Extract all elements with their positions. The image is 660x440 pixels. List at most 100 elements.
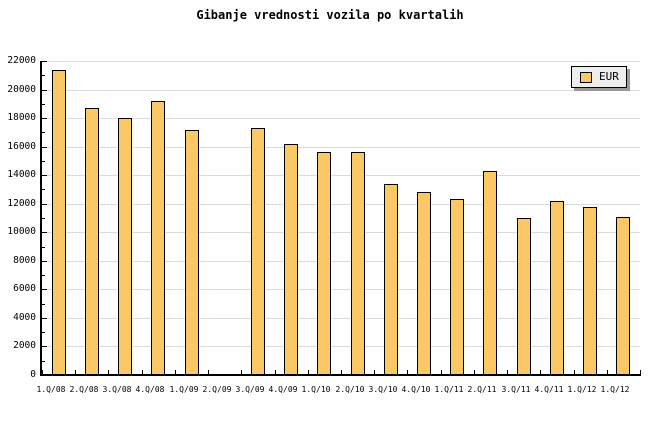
y-tick-label: 14000 (7, 169, 36, 180)
x-tick (640, 370, 641, 375)
x-tick-label: 4.Q/09 (268, 385, 298, 394)
y-tick (42, 175, 47, 176)
bar (185, 130, 199, 376)
y-tick (42, 261, 47, 262)
x-tick (407, 370, 408, 375)
y-tick (42, 75, 45, 76)
x-tick-label: 1.Q/11 (434, 385, 464, 394)
x-tick (142, 370, 143, 375)
y-axis-line (40, 61, 42, 376)
y-tick (42, 90, 47, 91)
bar (550, 201, 564, 376)
x-tick-label: 3.Q/10 (368, 385, 398, 394)
y-tick-label: 2000 (13, 340, 36, 351)
gridline (42, 90, 640, 91)
gridline (42, 204, 640, 205)
x-tick-label: 2.Q/09 (202, 385, 232, 394)
y-tick-label: 6000 (13, 283, 36, 294)
bar (583, 207, 597, 376)
x-tick-label: 4.Q/10 (401, 385, 431, 394)
x-tick-label: 3.Q/09 (235, 385, 265, 394)
gridline (42, 147, 640, 148)
x-tick-label: 1.Q/08 (36, 385, 66, 394)
x-tick-label: 2.Q/08 (69, 385, 99, 394)
x-tick (474, 370, 475, 375)
x-tick-label: 3.Q/11 (501, 385, 531, 394)
bar (616, 217, 630, 376)
y-tick (42, 161, 45, 162)
x-tick (108, 370, 109, 375)
y-tick (42, 346, 47, 347)
y-tick-label: 8000 (13, 255, 36, 266)
gridline (42, 318, 640, 319)
bar (517, 218, 531, 376)
bar (384, 184, 398, 376)
legend-swatch-icon (580, 72, 592, 83)
y-tick (42, 218, 45, 219)
gridline (42, 346, 640, 347)
y-tick (42, 189, 45, 190)
x-tick (42, 370, 43, 375)
y-tick-label: 18000 (7, 112, 36, 123)
y-tick (42, 61, 47, 62)
gridline (42, 175, 640, 176)
legend-label: EUR (599, 70, 619, 83)
x-tick (341, 370, 342, 375)
x-tick-label: 4.Q/08 (135, 385, 165, 394)
x-tick (75, 370, 76, 375)
bar (251, 128, 265, 376)
x-tick-label: 3.Q/08 (102, 385, 132, 394)
y-tick (42, 204, 47, 205)
x-tick (441, 370, 442, 375)
x-tick (208, 370, 209, 375)
y-tick-label: 22000 (7, 55, 36, 66)
y-tick (42, 332, 45, 333)
x-tick (607, 370, 608, 375)
x-tick-label: 2.Q/10 (335, 385, 365, 394)
y-tick (42, 132, 45, 133)
gridline (42, 232, 640, 233)
x-tick (275, 370, 276, 375)
bar (85, 108, 99, 376)
y-tick-label: 12000 (7, 198, 36, 209)
x-tick-label: 1.Q/09 (169, 385, 199, 394)
x-tick (308, 370, 309, 375)
y-tick (42, 147, 47, 148)
bar (351, 152, 365, 376)
bar (450, 199, 464, 376)
y-tick-label: 20000 (7, 84, 36, 95)
gridline (42, 261, 640, 262)
y-tick-label: 10000 (7, 226, 36, 237)
bar (151, 101, 165, 376)
x-tick (374, 370, 375, 375)
legend: EUR (571, 66, 627, 88)
chart-title: Gibanje vrednosti vozila po kvartalih (196, 8, 464, 22)
bar (483, 171, 497, 376)
x-tick (175, 370, 176, 375)
y-tick-label: 16000 (7, 141, 36, 152)
gridline (42, 61, 640, 62)
y-tick (42, 232, 47, 233)
x-tick (540, 370, 541, 375)
x-tick-label: 1.Q/12 (567, 385, 597, 394)
y-tick (42, 289, 47, 290)
y-tick (42, 118, 47, 119)
bar (417, 192, 431, 376)
x-tick (574, 370, 575, 375)
x-tick-label: 4.Q/11 (534, 385, 564, 394)
x-tick (507, 370, 508, 375)
gridline (42, 289, 640, 290)
y-tick (42, 304, 45, 305)
y-tick (42, 104, 45, 105)
bar (284, 144, 298, 376)
y-tick-label: 4000 (13, 312, 36, 323)
x-axis-line (40, 374, 641, 376)
y-tick (42, 361, 45, 362)
x-tick-label: 2.Q/11 (467, 385, 497, 394)
y-tick (42, 275, 45, 276)
x-tick-label: 1.Q/10 (301, 385, 331, 394)
x-tick (241, 370, 242, 375)
bar (317, 152, 331, 376)
y-tick (42, 318, 47, 319)
